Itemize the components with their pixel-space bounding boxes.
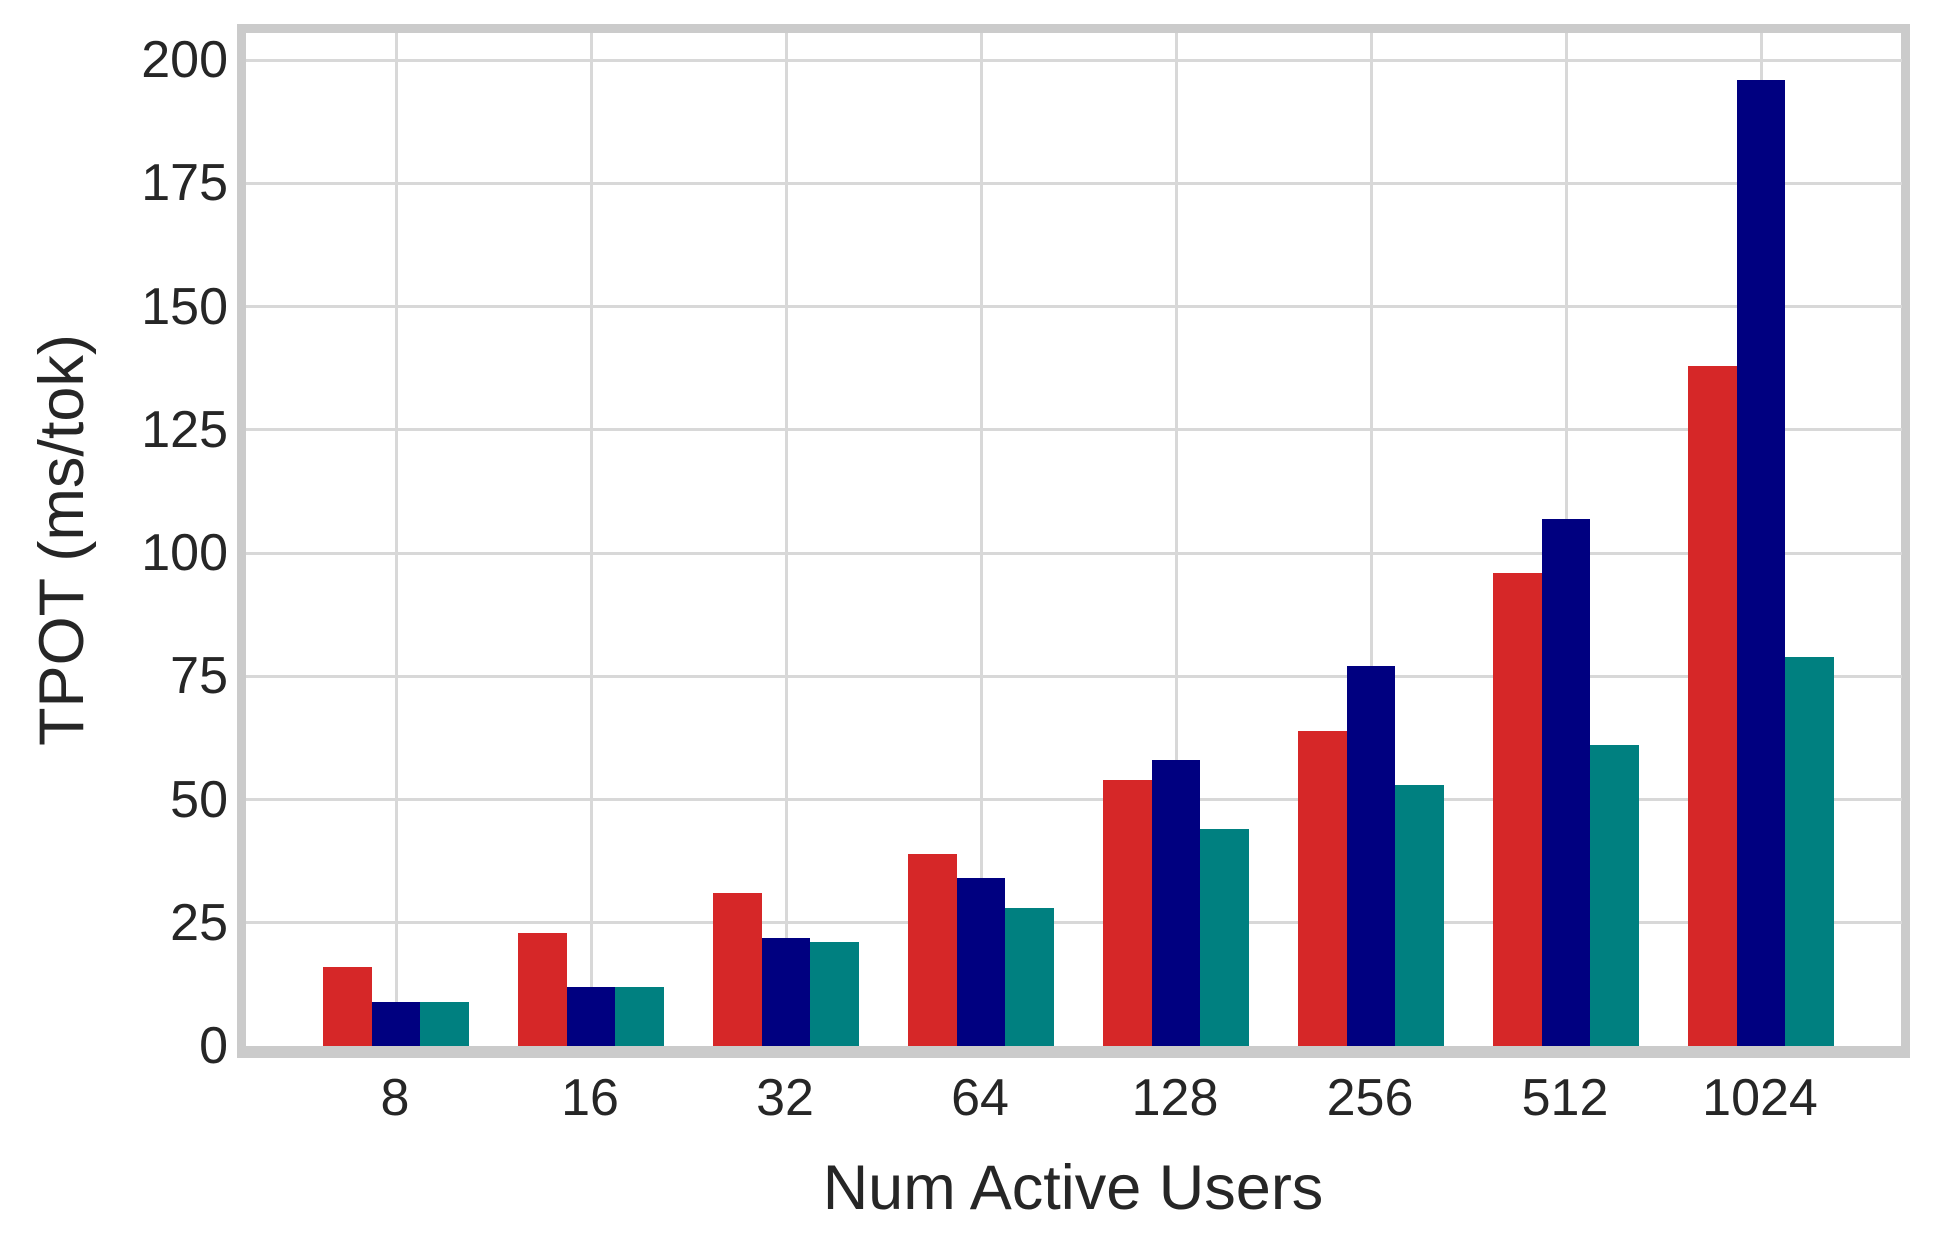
bar-navy-series-512 bbox=[1541, 518, 1591, 1046]
bar-navy-series-8 bbox=[371, 1001, 421, 1046]
x-tick-label-1024: 1024 bbox=[1702, 1069, 1818, 1127]
x-tick-label-32: 32 bbox=[756, 1069, 814, 1127]
y-tick-label-0: 0 bbox=[199, 1017, 228, 1075]
bar-red-series-1024 bbox=[1688, 365, 1737, 1046]
bar-navy-series-128 bbox=[1151, 760, 1201, 1046]
y-tick-label-25: 25 bbox=[170, 893, 228, 952]
bar-teal-series-512 bbox=[1590, 745, 1639, 1046]
gridline-vertical-8 bbox=[394, 33, 398, 1046]
bar-teal-series-32 bbox=[810, 942, 859, 1046]
x-tick-label-8: 8 bbox=[380, 1069, 410, 1127]
gridline-horizontal-175 bbox=[246, 181, 1902, 185]
bar-teal-series-256 bbox=[1395, 784, 1444, 1046]
x-tick-label-64: 64 bbox=[951, 1069, 1009, 1127]
y-tick-label-175: 175 bbox=[141, 154, 228, 213]
bar-red-series-16 bbox=[518, 932, 567, 1046]
bar-red-series-128 bbox=[1103, 779, 1152, 1046]
gridline-horizontal-150 bbox=[246, 305, 1902, 309]
gridline-horizontal-50 bbox=[246, 798, 1902, 802]
bar-red-series-64 bbox=[908, 853, 957, 1046]
gridline-horizontal-100 bbox=[246, 551, 1902, 555]
bar-teal-series-8 bbox=[420, 1001, 469, 1046]
y-tick-label-100: 100 bbox=[141, 524, 228, 583]
x-tick-label-128: 128 bbox=[1131, 1069, 1219, 1127]
bar-navy-series-256 bbox=[1346, 666, 1396, 1046]
gridline-vertical-128 bbox=[1174, 33, 1178, 1046]
gridline-vertical-16 bbox=[589, 33, 593, 1046]
bar-teal-series-1024 bbox=[1785, 656, 1834, 1046]
y-tick-label-200: 200 bbox=[141, 31, 228, 90]
bar-teal-series-128 bbox=[1200, 829, 1249, 1046]
x-tick-label-256: 256 bbox=[1326, 1069, 1414, 1127]
y-tick-label-75: 75 bbox=[170, 647, 228, 706]
gridline-vertical-32 bbox=[784, 33, 788, 1046]
gridline-vertical-64 bbox=[979, 33, 983, 1046]
bar-navy-series-64 bbox=[956, 878, 1006, 1046]
plot-inner-area bbox=[246, 33, 1902, 1046]
bar-red-series-256 bbox=[1298, 730, 1347, 1046]
x-axis-label: Num Active Users bbox=[822, 1153, 1324, 1223]
x-tick-label-16: 16 bbox=[561, 1069, 619, 1127]
x-tick-label-512: 512 bbox=[1521, 1069, 1609, 1127]
y-tick-label-125: 125 bbox=[141, 400, 228, 459]
bar-red-series-32 bbox=[713, 893, 762, 1046]
y-tick-label-150: 150 bbox=[141, 277, 228, 336]
bar-navy-series-32 bbox=[761, 937, 811, 1046]
bar-navy-series-1024 bbox=[1736, 79, 1786, 1046]
bar-red-series-512 bbox=[1493, 572, 1542, 1046]
plot-area bbox=[237, 24, 1910, 1058]
bar-navy-series-16 bbox=[566, 986, 616, 1046]
gridline-horizontal-75 bbox=[246, 674, 1902, 678]
gridline-horizontal-25 bbox=[246, 921, 1902, 925]
gridline-horizontal-200 bbox=[246, 58, 1902, 62]
bar-teal-series-64 bbox=[1005, 907, 1054, 1046]
y-tick-label-50: 50 bbox=[170, 770, 228, 829]
gridline-vertical-256 bbox=[1369, 33, 1373, 1046]
gridline-horizontal-125 bbox=[246, 428, 1902, 432]
bar-teal-series-16 bbox=[615, 986, 664, 1046]
bar-red-series-8 bbox=[323, 967, 372, 1046]
